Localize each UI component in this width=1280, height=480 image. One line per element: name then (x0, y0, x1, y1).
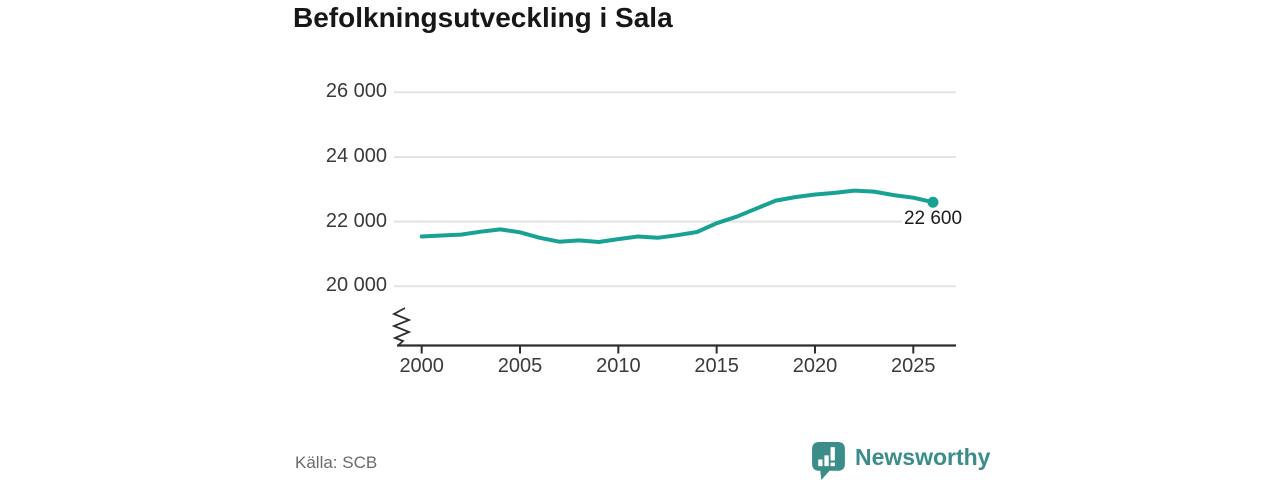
y-tick-label: 20 000 (325, 274, 387, 297)
source-note: Källa: SCB (295, 453, 378, 472)
y-tick-label: 26 000 (325, 80, 387, 103)
last-data-point-marker (927, 196, 939, 208)
axis-break-icon (391, 307, 412, 347)
population-line-series (419, 188, 935, 244)
x-axis-ticks (420, 345, 915, 354)
x-tick-label: 2000 (399, 355, 444, 377)
y-tick-label: 22 000 (325, 209, 387, 232)
x-tick-label: 2005 (497, 355, 543, 377)
chart-title: Befolkningsutveckling i Sala (293, 2, 673, 33)
end-value-label: 22 600 (901, 208, 965, 230)
gridlines (394, 91, 956, 288)
x-tick-label: 2015 (694, 355, 739, 377)
brand-logo: Newsworthy (810, 441, 990, 480)
brand-name: Newsworthy (855, 444, 991, 470)
x-tick-label: 2025 (891, 355, 936, 377)
x-tick-label: 2020 (792, 355, 838, 377)
x-tick-label: 2010 (596, 355, 641, 377)
y-tick-label: 24 000 (325, 144, 387, 167)
newsworthy-bubble-chart-icon (812, 442, 845, 480)
